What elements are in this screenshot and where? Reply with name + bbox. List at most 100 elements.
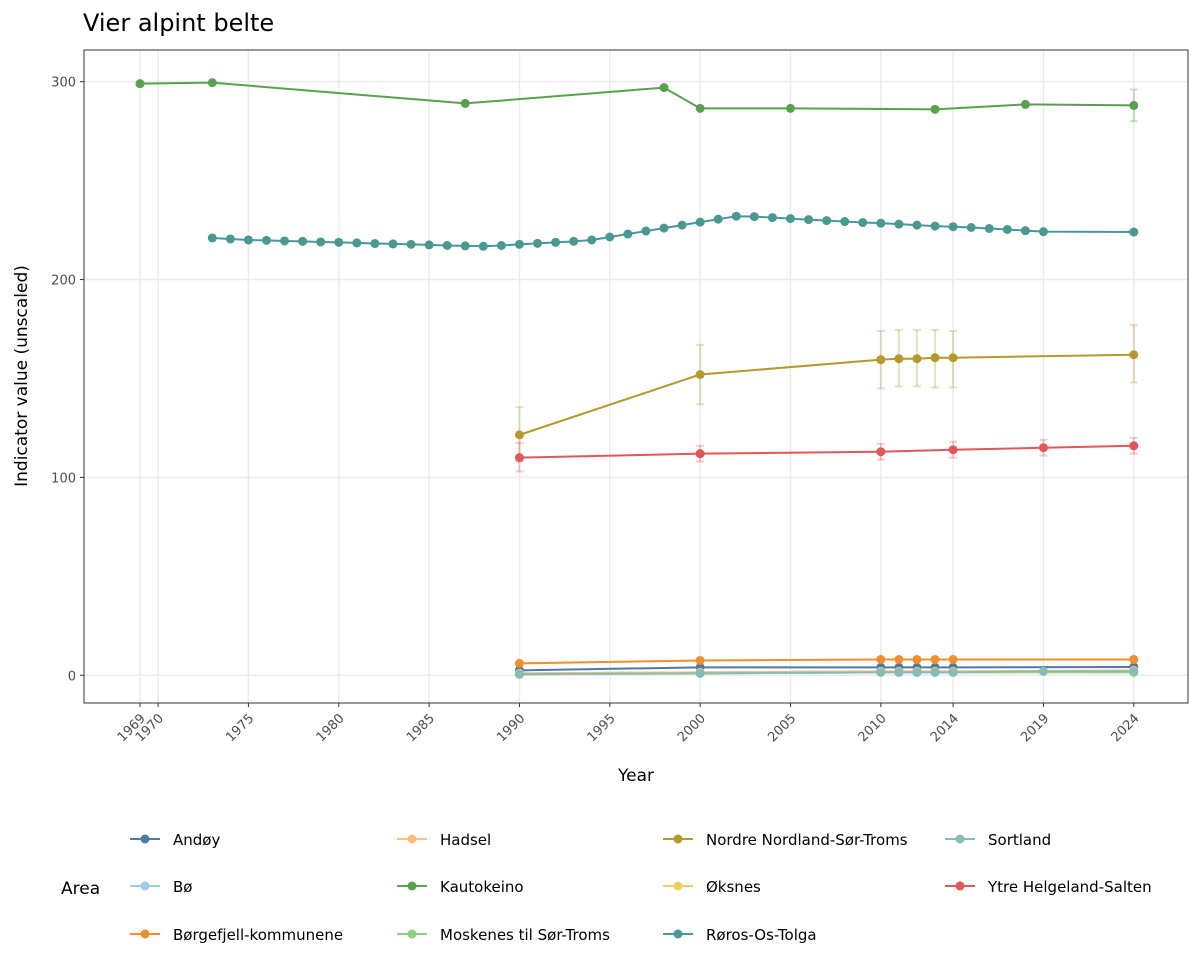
data-point <box>1020 99 1030 109</box>
data-point <box>894 219 904 229</box>
data-point <box>948 667 958 677</box>
data-point <box>930 104 940 114</box>
data-point <box>930 667 940 677</box>
legend-key-point <box>673 929 683 939</box>
data-point <box>587 235 597 245</box>
data-point <box>659 223 669 233</box>
data-point <box>894 354 904 364</box>
data-point <box>316 237 326 247</box>
x-tick-label: 2010 <box>856 711 890 745</box>
y-tick-label: 0 <box>68 669 76 684</box>
data-point <box>912 220 922 230</box>
data-point <box>912 667 922 677</box>
data-point <box>533 238 543 248</box>
data-point <box>388 239 398 249</box>
data-point <box>948 353 958 363</box>
x-tick-label: 1975 <box>223 711 257 745</box>
data-point <box>1129 350 1139 360</box>
data-point <box>406 239 416 249</box>
data-point <box>840 217 850 227</box>
data-point <box>225 234 235 244</box>
legend-label: Andøy <box>173 831 220 849</box>
data-point <box>514 669 524 679</box>
legend-item: Nordre Nordland-Sør-Troms <box>663 831 908 849</box>
data-point <box>876 654 886 664</box>
data-point <box>948 445 958 455</box>
data-point <box>514 239 524 249</box>
x-tick-label: 2005 <box>765 711 799 745</box>
data-point <box>478 241 488 251</box>
data-point <box>514 430 524 440</box>
legend-title: Area <box>61 879 100 899</box>
data-point <box>641 226 651 236</box>
legend-key-point <box>673 881 683 891</box>
legend-key-point <box>955 881 965 891</box>
data-point <box>207 78 217 88</box>
data-point <box>261 235 271 245</box>
data-point <box>677 220 687 230</box>
legend-key-point <box>140 881 150 891</box>
data-point <box>298 236 308 246</box>
data-point <box>623 229 633 239</box>
data-point <box>894 667 904 677</box>
data-point <box>1129 100 1139 110</box>
legend-label: Ytre Helgeland-Salten <box>987 878 1152 896</box>
data-point <box>966 222 976 232</box>
x-tick-label: 2014 <box>928 711 962 745</box>
legend-label: Røros-Os-Tolga <box>706 926 817 944</box>
plot-border <box>83 49 1189 704</box>
legend-key-point <box>140 929 150 939</box>
data-point <box>1038 443 1048 453</box>
data-point <box>207 233 217 243</box>
data-point <box>605 232 615 242</box>
series-Sortland <box>514 666 1139 679</box>
plot-background <box>84 50 1188 703</box>
legend-item: Røros-Os-Tolga <box>663 926 817 944</box>
data-point <box>713 214 723 224</box>
legend-label: Øksnes <box>706 878 761 896</box>
data-point <box>352 238 362 248</box>
series-line <box>519 444 1134 459</box>
data-point <box>1038 666 1048 676</box>
data-point <box>767 213 777 223</box>
y-tick-label: 200 <box>51 274 76 289</box>
legend-label: Børgefjell-kommunene <box>173 926 343 944</box>
legend-key-point <box>407 834 417 844</box>
legend-label: Hadsel <box>440 831 491 849</box>
data-point <box>442 241 452 251</box>
data-point <box>876 447 886 457</box>
data-point <box>569 236 579 246</box>
data-point <box>876 218 886 228</box>
y-tick-label: 300 <box>51 76 76 91</box>
data-point <box>785 103 795 113</box>
data-point <box>334 237 344 247</box>
legend-key-point <box>407 881 417 891</box>
data-point <box>514 658 524 668</box>
x-tick-label: 1980 <box>314 711 348 745</box>
data-point <box>804 215 814 225</box>
data-point <box>551 237 561 247</box>
x-tick-label: 1990 <box>494 711 528 745</box>
data-point <box>930 654 940 664</box>
data-point <box>695 103 705 113</box>
data-point <box>424 240 434 250</box>
x-tick-label: 2019 <box>1018 711 1052 745</box>
legend-item: Børgefjell-kommunene <box>130 926 343 944</box>
series-Nordre Nordland-Sør-Troms <box>514 324 1139 463</box>
data-point <box>695 668 705 678</box>
data-point <box>731 211 741 221</box>
legend-item: Kautokeino <box>397 878 524 896</box>
data-point <box>1002 224 1012 234</box>
series-Ytre Helgeland-Salten <box>514 436 1139 473</box>
data-point <box>243 235 253 245</box>
legend-item: Andøy <box>130 831 220 849</box>
legend-key-point <box>955 834 965 844</box>
legend-label: Nordre Nordland-Sør-Troms <box>706 831 908 849</box>
legend-label: Kautokeino <box>440 878 524 896</box>
data-point <box>1129 666 1139 676</box>
data-point <box>695 449 705 459</box>
x-axis-label: Year <box>617 766 654 786</box>
series-Røros-Os-Tolga <box>207 211 1139 251</box>
data-point <box>1129 654 1139 664</box>
